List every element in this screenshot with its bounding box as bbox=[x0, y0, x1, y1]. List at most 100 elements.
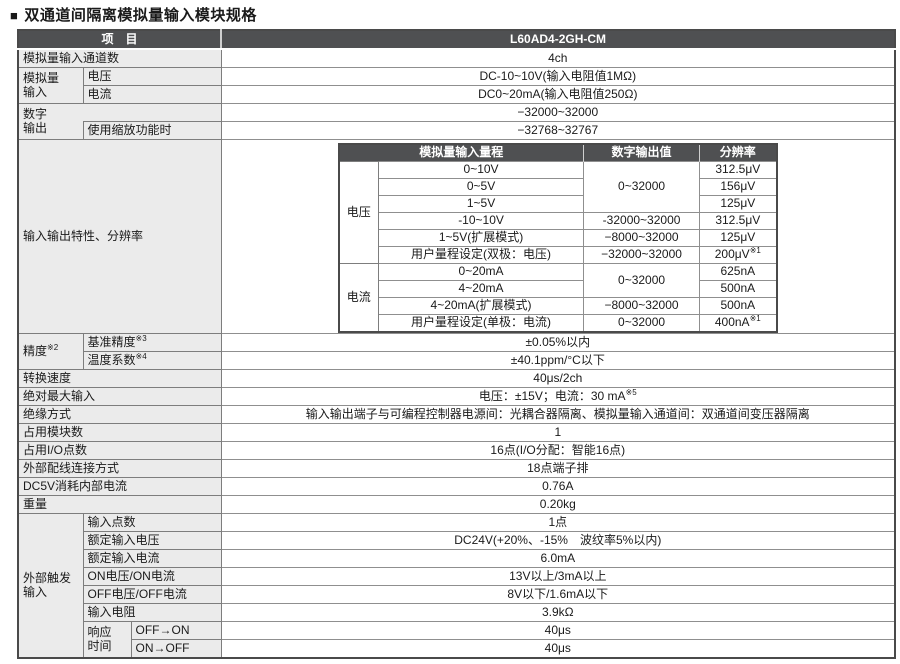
value-input-resistance: 3.9kΩ bbox=[220, 603, 896, 622]
reference-accuracy-label: 基准精度 bbox=[87, 334, 136, 349]
spec-table: 项 目 L60AD4-2GH-CM 模拟量输入通道数 4ch 模拟量 输入 电压… bbox=[17, 29, 897, 659]
resolution-cell: 200μV※1 bbox=[699, 246, 778, 264]
value-rated-input-current: 6.0mA bbox=[220, 549, 896, 568]
label-io-points: 占用I/O点数 bbox=[17, 441, 222, 460]
footnote-mark: ※1 bbox=[749, 314, 761, 324]
resolution-value: 400nA bbox=[714, 315, 750, 330]
resolution-cell: 312.5μV bbox=[699, 212, 778, 230]
group-label-accuracy: 精度※2 bbox=[17, 333, 84, 370]
value-weight: 0.20kg bbox=[220, 495, 896, 514]
io-characteristics-cell: 模拟量输入量程 数字输出值 分辨率 电压 0~10V 0~32000 312.5… bbox=[220, 139, 896, 334]
title-bullet-icon: ■ bbox=[10, 8, 19, 23]
label-analog-voltage: 电压 bbox=[82, 67, 222, 86]
label-input-resistance: 输入电阻 bbox=[82, 603, 222, 622]
digital-cell: 0~32000 bbox=[583, 314, 701, 333]
nested-header-resolution: 分辨率 bbox=[699, 144, 777, 162]
label-conversion-speed: 转换速度 bbox=[17, 369, 222, 388]
label-temperature-coefficient: 温度系数※4 bbox=[82, 351, 222, 370]
resolution-cell: 125μV bbox=[699, 229, 778, 247]
label-response-on-off: ON→OFF bbox=[130, 639, 222, 659]
value-dc5v-current: 0.76A bbox=[220, 477, 896, 496]
resolution-cell: 125μV bbox=[699, 195, 778, 213]
value-response-on-off: 40μs bbox=[220, 639, 896, 659]
value-conversion-speed: 40μs/2ch bbox=[220, 369, 896, 388]
label-weight: 重量 bbox=[17, 495, 222, 514]
temperature-coefficient-label: 温度系数 bbox=[87, 352, 136, 367]
group-label-external-trigger: 外部触发 输入 bbox=[17, 513, 84, 659]
label-rated-input-voltage: 额定输入电压 bbox=[82, 531, 222, 550]
value-rated-input-voltage: DC24V(+20%、-15% 波纹率5%以内) bbox=[220, 531, 896, 550]
value-analog-voltage: DC-10~10V(输入电阻值1MΩ) bbox=[220, 67, 896, 86]
label-wiring: 外部配线连接方式 bbox=[17, 459, 222, 478]
value-occupied-modules: 1 bbox=[220, 423, 896, 442]
page-title-text: 双通道间隔离模拟量输入模块规格 bbox=[24, 7, 257, 24]
footnote-mark: ※2 bbox=[47, 342, 59, 352]
label-io-characteristics: 输入输出特性、分辨率 bbox=[17, 139, 222, 334]
resolution-cell: 400nA※1 bbox=[699, 314, 778, 333]
value-reference-accuracy: ±0.05%以内 bbox=[220, 333, 896, 352]
max-input-value: 电压：±15V；电流：30 mA bbox=[478, 388, 626, 403]
label-scaling-function: 使用缩放功能时 bbox=[82, 121, 222, 140]
digital-cell: −8000~32000 bbox=[583, 297, 701, 315]
value-analog-channels: 4ch bbox=[220, 48, 896, 68]
footnote-mark: ※5 bbox=[625, 387, 637, 397]
group-label-response-time: 响应 时间 bbox=[82, 621, 132, 659]
value-wiring: 18点端子排 bbox=[220, 459, 896, 478]
resolution-value: 200μV bbox=[714, 247, 750, 262]
range-cell: 1~5V bbox=[378, 195, 585, 213]
footnote-mark: ※1 bbox=[749, 246, 761, 256]
value-digital-output: −32000~32000 bbox=[220, 103, 896, 122]
resolution-cell: 500nA bbox=[699, 280, 778, 298]
nested-group-current: 电流 bbox=[338, 263, 380, 333]
nested-header-digital: 数字输出值 bbox=[583, 144, 700, 162]
column-header-item: 项 目 bbox=[18, 30, 222, 50]
digital-output-merged-cell bbox=[83, 103, 222, 122]
label-off-voltage-current: OFF电压/OFF电流 bbox=[82, 585, 222, 604]
digital-cell: 0~32000 bbox=[583, 263, 701, 298]
footnote-mark: ※4 bbox=[135, 351, 147, 361]
spec-table-container: 项 目 L60AD4-2GH-CM 模拟量输入通道数 4ch 模拟量 输入 电压… bbox=[17, 29, 897, 659]
label-dc5v-current: DC5V消耗内部电流 bbox=[17, 477, 222, 496]
page-title: ■ 双通道间隔离模拟量输入模块规格 bbox=[10, 4, 257, 25]
range-cell: 4~20mA(扩展模式) bbox=[378, 297, 585, 315]
value-on-voltage-current: 13V以上/3mA以上 bbox=[220, 567, 896, 586]
value-max-input: 电压：±15V；电流：30 mA※5 bbox=[220, 387, 896, 406]
group-label-analog-input: 模拟量 输入 bbox=[17, 67, 84, 104]
label-trigger-input-points: 输入点数 bbox=[82, 513, 222, 532]
value-scaling-function: −32768~32767 bbox=[220, 121, 896, 140]
nested-group-voltage: 电压 bbox=[338, 161, 380, 264]
value-off-voltage-current: 8V以下/1.6mA以下 bbox=[220, 585, 896, 604]
value-response-off-on: 40μs bbox=[220, 621, 896, 640]
label-analog-channels: 模拟量输入通道数 bbox=[17, 48, 222, 68]
label-occupied-modules: 占用模块数 bbox=[17, 423, 222, 442]
value-io-points: 16点(I/O分配：智能16点) bbox=[220, 441, 896, 460]
nested-header-range: 模拟量输入量程 bbox=[338, 144, 584, 162]
value-insulation: 输入输出端子与可编程控制器电源间：光耦合器隔离、模拟量输入通道间：双通道间变压器… bbox=[220, 405, 896, 424]
column-header-model: L60AD4-2GH-CM bbox=[220, 30, 896, 50]
accuracy-label: 精度 bbox=[23, 343, 48, 358]
resolution-cell: 156μV bbox=[699, 178, 778, 196]
digital-cell: −8000~32000 bbox=[583, 229, 701, 247]
group-label-digital-output: 数字 输出 bbox=[17, 103, 83, 140]
range-cell: 用户量程设定(单极：电流) bbox=[378, 314, 585, 333]
digital-cell: −32000~32000 bbox=[583, 246, 701, 264]
resolution-cell: 625nA bbox=[699, 263, 778, 281]
label-max-input: 绝对最大输入 bbox=[17, 387, 222, 406]
label-insulation: 绝缘方式 bbox=[17, 405, 222, 424]
io-characteristics-table: 模拟量输入量程 数字输出值 分辨率 电压 0~10V 0~32000 312.5… bbox=[337, 143, 778, 333]
value-trigger-input-points: 1点 bbox=[220, 513, 896, 532]
label-on-voltage-current: ON电压/ON电流 bbox=[82, 567, 222, 586]
resolution-cell: 500nA bbox=[699, 297, 778, 315]
label-response-off-on: OFF→ON bbox=[130, 621, 222, 640]
value-temperature-coefficient: ±40.1ppm/°C以下 bbox=[220, 351, 896, 370]
label-analog-current: 电流 bbox=[82, 85, 222, 104]
digital-cell: -32000~32000 bbox=[583, 212, 701, 230]
range-cell: 1~5V(扩展模式) bbox=[378, 229, 585, 247]
label-reference-accuracy: 基准精度※3 bbox=[82, 333, 222, 352]
footnote-mark: ※3 bbox=[135, 333, 147, 343]
range-cell: 0~5V bbox=[378, 178, 585, 196]
label-rated-input-current: 额定输入电流 bbox=[82, 549, 222, 568]
range-cell: 0~10V bbox=[378, 161, 585, 179]
range-cell: 4~20mA bbox=[378, 280, 585, 298]
range-cell: 0~20mA bbox=[378, 263, 585, 281]
